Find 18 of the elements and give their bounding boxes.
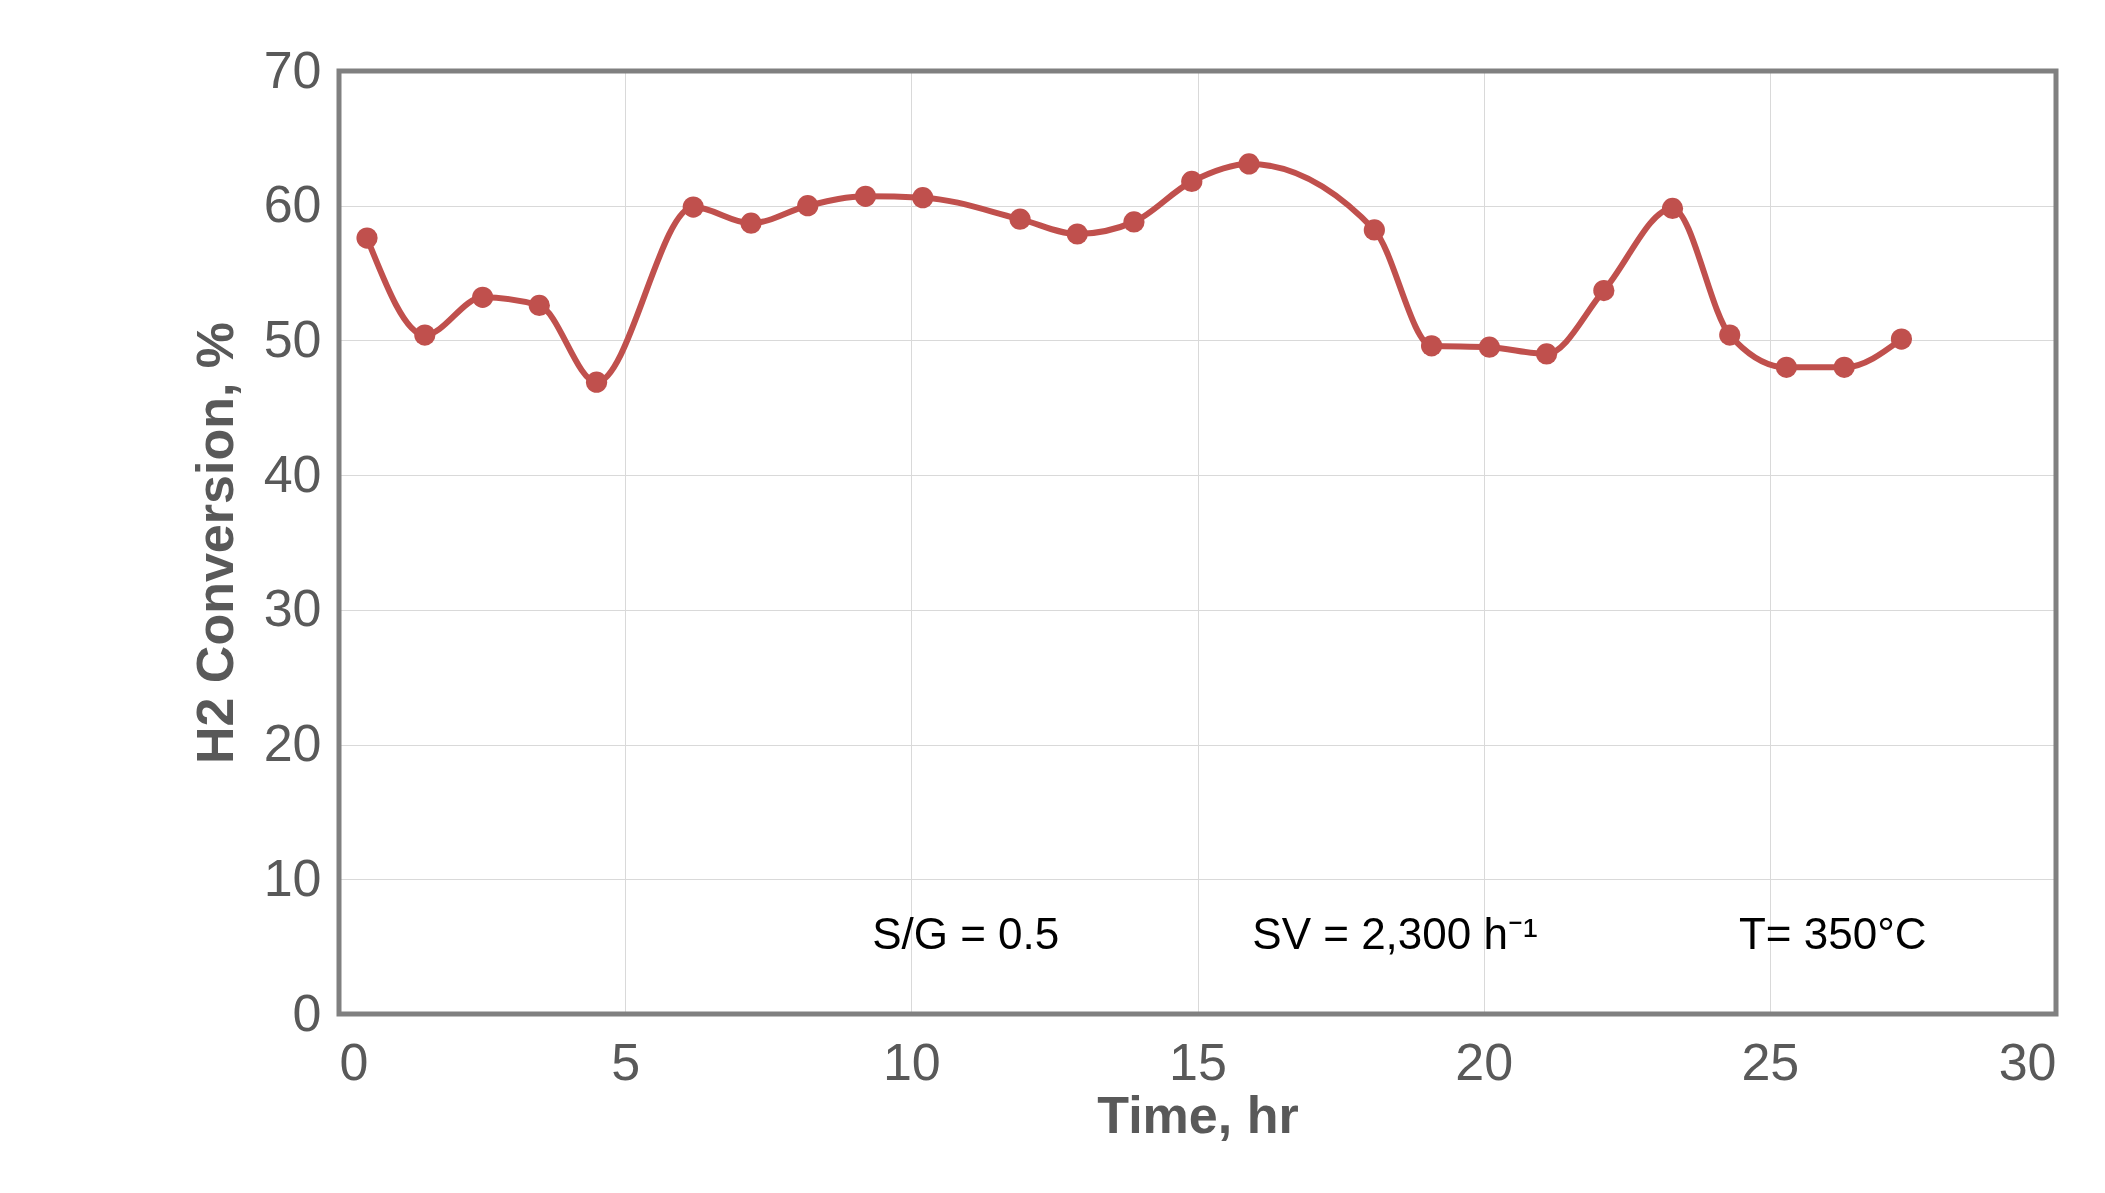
x-tick-label: 0: [339, 1032, 369, 1091]
annotation: T= 350°C: [1738, 908, 1927, 958]
y-tick-label: 20: [263, 714, 322, 773]
x-tick-label: 20: [1455, 1032, 1514, 1091]
annotation: SV = 2,300 h⁻¹: [1252, 908, 1538, 958]
x-tick-label: 10: [882, 1032, 941, 1091]
y-axis-title: H2 Conversion, %: [185, 321, 244, 765]
y-tick-label: 10: [263, 848, 322, 907]
y-tick-label: 50: [263, 309, 322, 368]
y-tick-label: 30: [263, 579, 322, 638]
x-tick-label: 25: [1741, 1032, 1800, 1091]
y-tick-label: 60: [263, 175, 322, 234]
x-tick-label: 5: [611, 1032, 641, 1091]
x-tick-label: 30: [1998, 1032, 2057, 1091]
y-tick-label: 70: [263, 40, 322, 99]
y-tick-label: 40: [263, 444, 322, 503]
y-tick-label: 0: [292, 983, 322, 1042]
annotation: S/G = 0.5: [872, 908, 1060, 958]
